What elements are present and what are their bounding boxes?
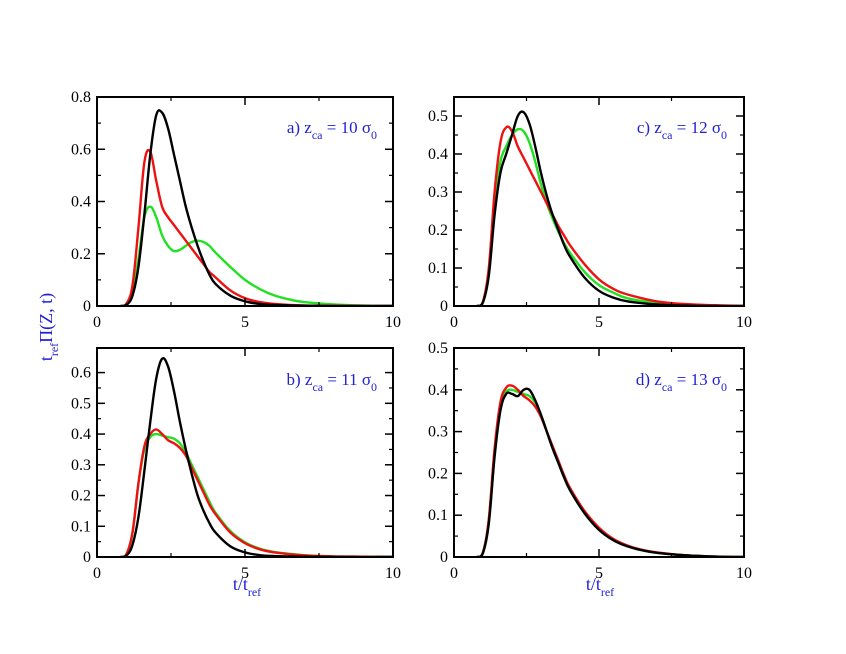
ytick-label-d: 0 bbox=[440, 549, 448, 566]
xtick-label-b: 0 bbox=[93, 565, 101, 582]
panel-label-c: c) zca = 12 σ0 bbox=[637, 118, 727, 142]
xtick-label-b: 5 bbox=[241, 565, 249, 582]
series-d-green bbox=[476, 388, 744, 557]
ytick-label-a: 0.6 bbox=[71, 141, 91, 158]
ytick-label-c: 0.3 bbox=[428, 184, 448, 201]
ytick-label-d: 0.4 bbox=[428, 382, 448, 399]
series-c-black bbox=[476, 110, 744, 306]
panel-label-b: b) zca = 11 σ0 bbox=[287, 370, 378, 394]
series-group-c bbox=[476, 110, 744, 306]
series-group-b bbox=[120, 357, 393, 557]
series-a-green bbox=[120, 205, 393, 306]
ytick-label-d: 0.2 bbox=[428, 465, 448, 482]
ytick-label-d: 0.1 bbox=[428, 507, 448, 524]
series-a-red bbox=[120, 148, 393, 306]
series-b-red bbox=[120, 428, 393, 557]
xtick-label-c: 0 bbox=[450, 314, 458, 331]
y-axis-label: trefΠ(Z, t) bbox=[36, 293, 61, 361]
panel-d: 0 5 10 0 0.1 0.2 0.3 0.4 0.5 d) zca = 13 σ0 bbox=[428, 340, 752, 582]
series-group-d bbox=[476, 384, 744, 557]
axis-labels-group: t/tref t/tref trefΠ(Z, t) bbox=[36, 293, 614, 599]
series-d-black bbox=[476, 387, 744, 557]
xtick-label-d: 5 bbox=[595, 565, 603, 582]
ytick-label-c: 0.2 bbox=[428, 222, 448, 239]
xtick-label-a: 0 bbox=[93, 314, 101, 331]
ytick-label-c: 0.4 bbox=[428, 146, 448, 163]
series-group-a bbox=[120, 109, 393, 306]
series-c-red bbox=[476, 125, 744, 306]
ytick-label-a: 0.4 bbox=[71, 194, 91, 211]
panel-a: 0 5 10 0 0.2 0.4 0.6 0.8 a) zca = 10 σ0 bbox=[71, 89, 401, 331]
panel-b: 0 5 10 0 0.1 0.2 0.3 0.4 0.5 0.6 b) zca = 11 σ0 bbox=[71, 347, 401, 582]
ytick-label-a: 0 bbox=[83, 298, 91, 315]
xtick-label-d: 10 bbox=[736, 565, 752, 582]
xtick-label-a: 10 bbox=[385, 314, 401, 331]
xtick-label-c: 5 bbox=[595, 314, 603, 331]
ytick-label-b: 0.1 bbox=[71, 518, 91, 535]
ytick-label-c: 0.1 bbox=[428, 260, 448, 277]
series-b-green bbox=[120, 432, 393, 557]
ytick-label-c: 0 bbox=[440, 298, 448, 315]
ytick-label-a: 0.2 bbox=[71, 246, 91, 263]
xtick-label-c: 10 bbox=[736, 314, 752, 331]
xtick-label-b: 10 bbox=[385, 565, 401, 582]
xtick-label-d: 0 bbox=[450, 565, 458, 582]
series-d-red bbox=[476, 384, 744, 557]
ytick-label-c: 0.5 bbox=[428, 108, 448, 125]
panel-label-a: a) zca = 10 σ0 bbox=[287, 118, 377, 142]
ytick-label-d: 0.3 bbox=[428, 424, 448, 441]
panel-label-d: d) zca = 13 σ0 bbox=[636, 370, 727, 394]
ytick-label-b: 0.5 bbox=[71, 395, 91, 412]
ytick-label-a: 0.8 bbox=[71, 89, 91, 106]
ytick-label-b: 0.6 bbox=[71, 365, 91, 382]
series-c-green bbox=[476, 127, 744, 306]
panel-c: 0 5 10 0 0.1 0.2 0.3 0.4 0.5 c) zca = 12 σ0 bbox=[428, 96, 752, 331]
x-axis-label: t/tref bbox=[233, 574, 261, 599]
x-axis-label: t/tref bbox=[586, 574, 614, 599]
ytick-label-d: 0.5 bbox=[428, 340, 448, 357]
series-a-black bbox=[120, 109, 393, 306]
ytick-label-b: 0 bbox=[83, 549, 91, 566]
ytick-label-b: 0.4 bbox=[71, 426, 91, 443]
series-b-black bbox=[120, 357, 393, 557]
ytick-label-b: 0.3 bbox=[71, 457, 91, 474]
ytick-label-b: 0.2 bbox=[71, 488, 91, 505]
xtick-label-a: 5 bbox=[241, 314, 249, 331]
